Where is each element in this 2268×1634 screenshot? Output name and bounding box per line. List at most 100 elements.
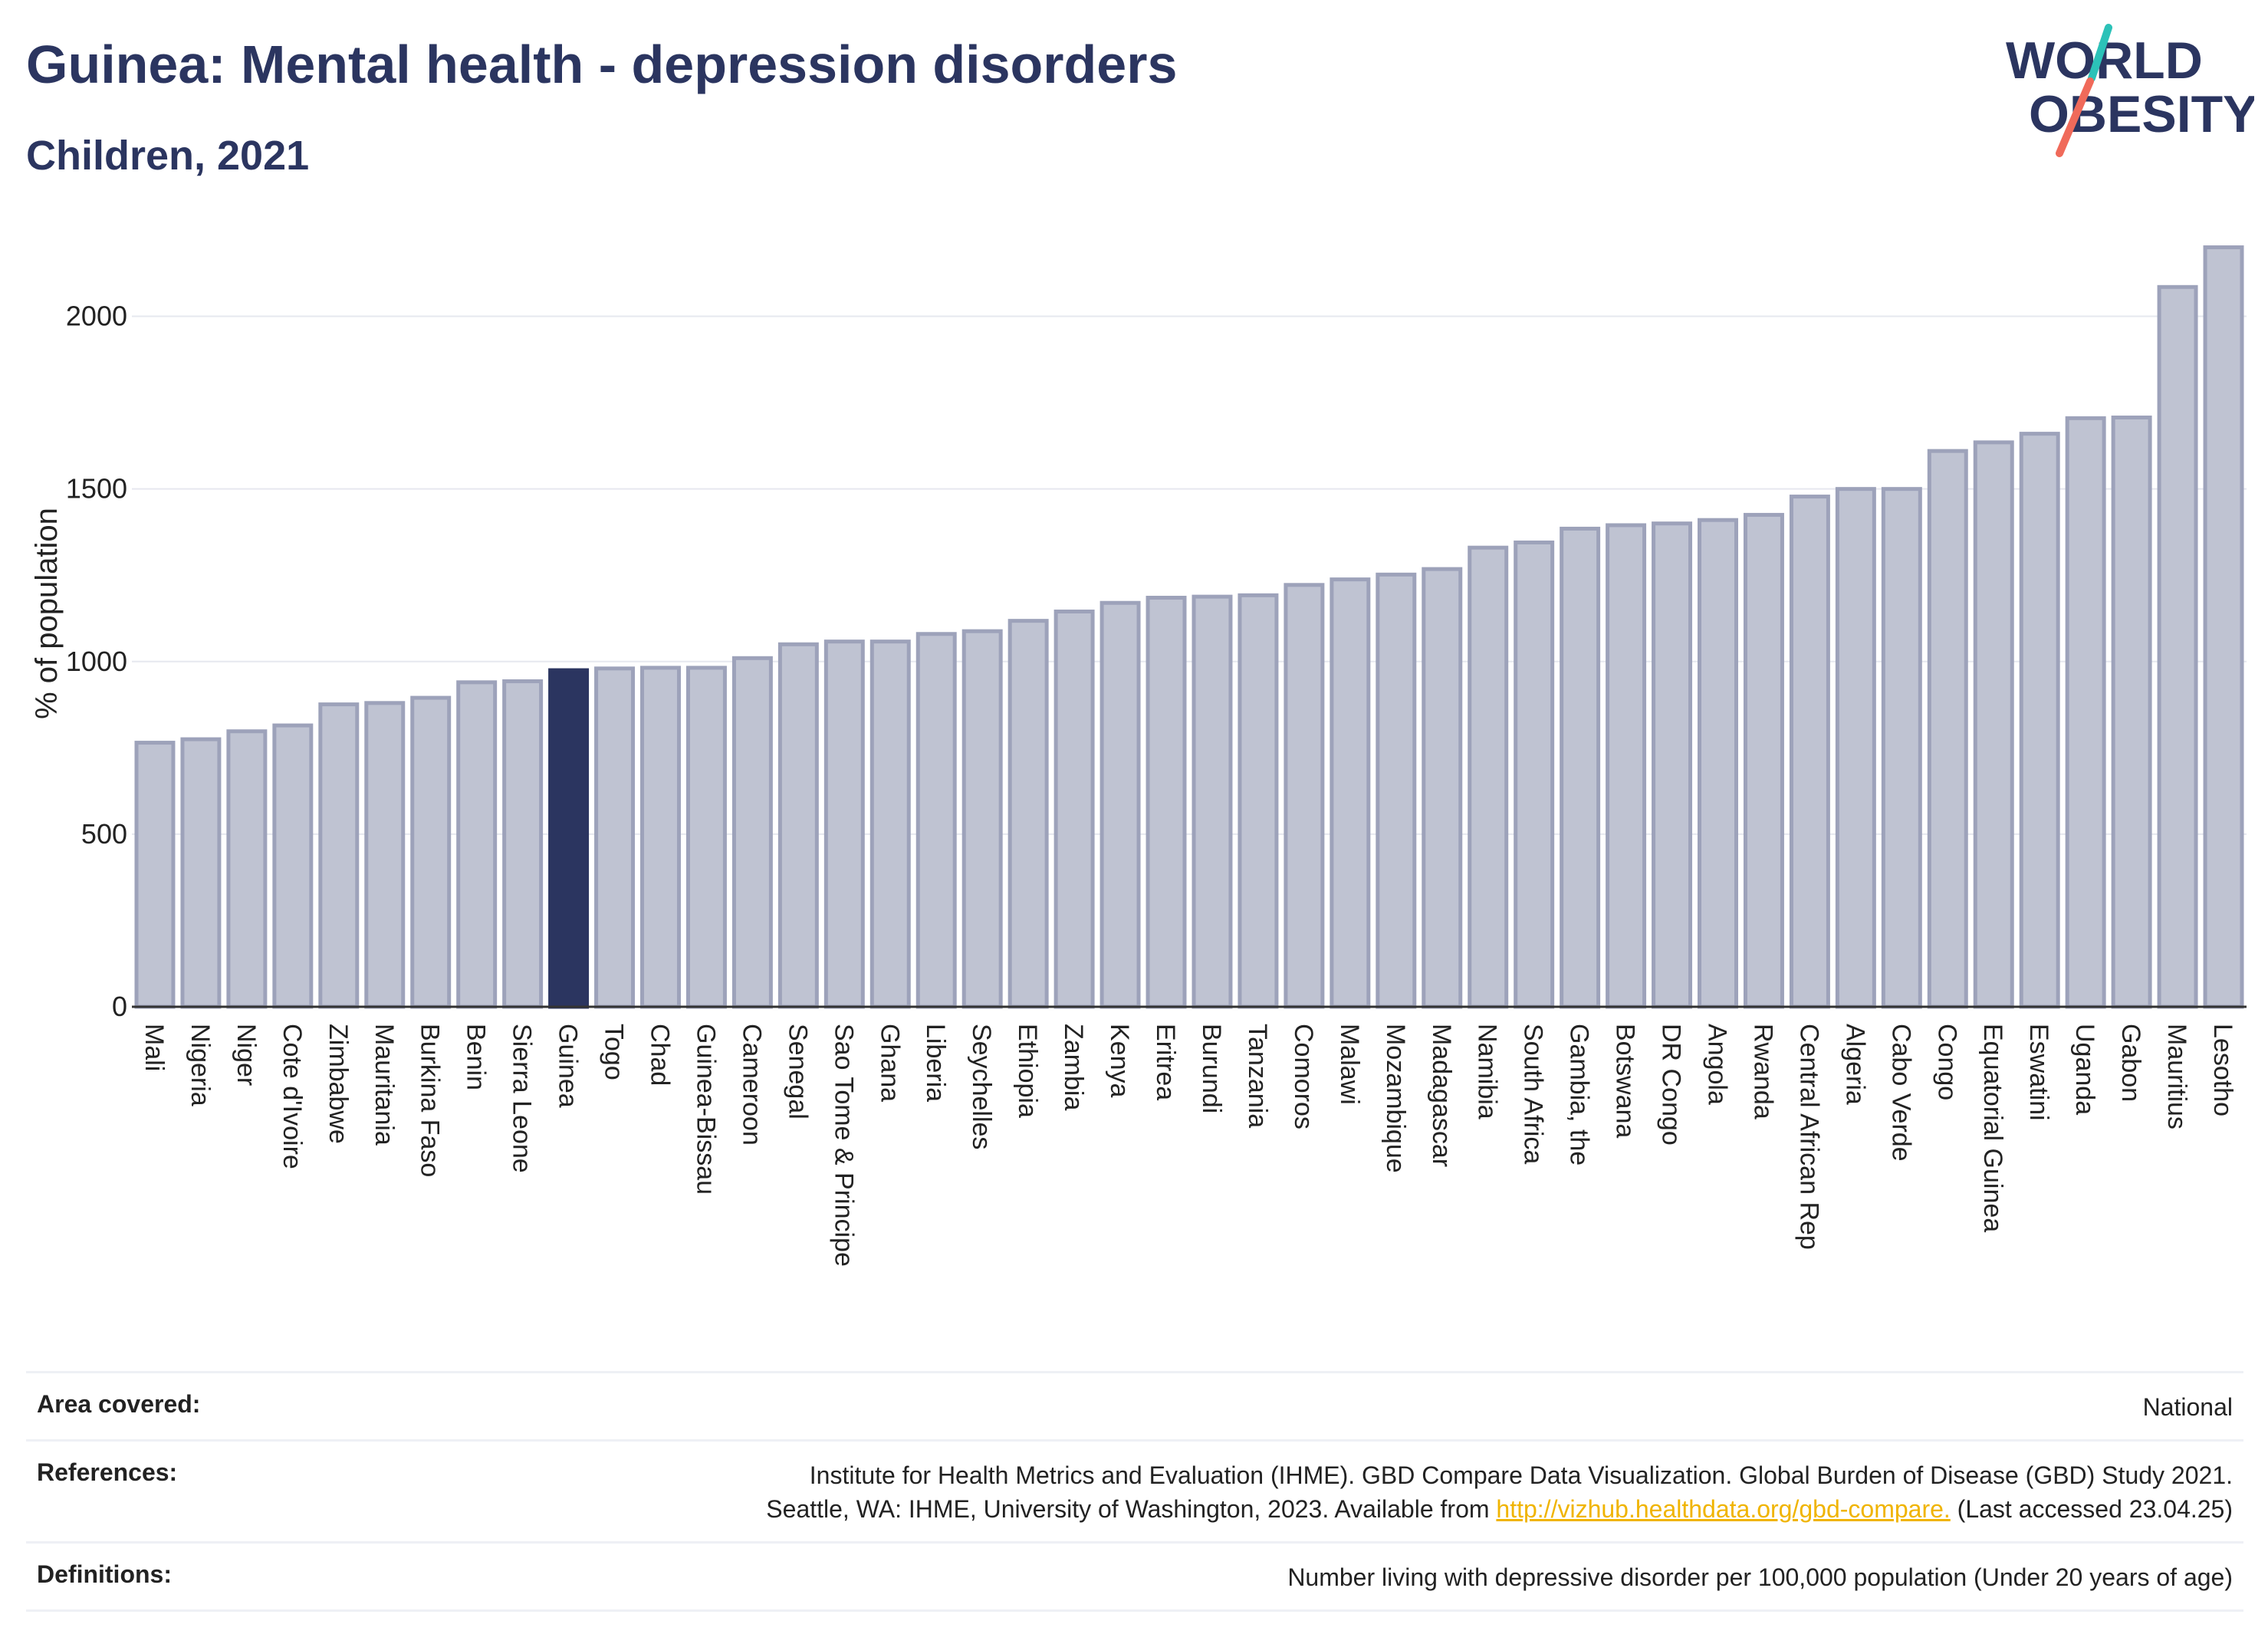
x-tick-label: Guinea xyxy=(554,1024,583,1108)
bar-ghana xyxy=(869,639,911,1009)
bars xyxy=(134,245,2244,1009)
bar-madagascar xyxy=(1422,567,1463,1009)
y-tick-label: 1000 xyxy=(66,646,127,677)
y-axis-label: % of population xyxy=(30,508,64,719)
bar-congo xyxy=(1927,449,1968,1009)
bar-namibia xyxy=(1468,545,1509,1009)
x-tick-label: Equatorial Guinea xyxy=(1978,1024,2007,1232)
bar-guinea xyxy=(548,668,590,1009)
logo-slash-teal xyxy=(2088,24,2112,82)
references-line2-pre: Seattle, WA: IHME, University of Washing… xyxy=(766,1495,1497,1523)
references-label: References: xyxy=(37,1458,178,1486)
bar-algeria xyxy=(1835,487,1876,1009)
bar-ethiopia xyxy=(1007,619,1049,1009)
x-tick-label: Lesotho xyxy=(2208,1024,2237,1116)
x-tick-label: Cameroon xyxy=(737,1024,766,1146)
bar-cameroon xyxy=(731,656,773,1009)
x-tick-label: Ghana xyxy=(875,1024,904,1102)
x-tick-label: Sierra Leone xyxy=(508,1024,537,1173)
bar-gabon xyxy=(2111,415,2152,1009)
x-tick-label: Angola xyxy=(1703,1024,1732,1105)
bar-cabo-verde xyxy=(1881,487,1922,1009)
bar-burkina-faso xyxy=(410,695,452,1009)
bar-sao-tome-principe xyxy=(823,639,865,1009)
references-line1: Institute for Health Metrics and Evaluat… xyxy=(809,1461,2233,1489)
x-tick-label: Madagascar xyxy=(1427,1024,1456,1167)
bar-guinea-bissau xyxy=(685,666,727,1009)
y-tick-label: 0 xyxy=(112,991,127,1022)
x-tick-label: Botswana xyxy=(1611,1024,1640,1138)
x-tick-label: Cote d'Ivoire xyxy=(278,1024,307,1169)
x-tick-label: Sao Tome & Principe xyxy=(829,1024,858,1267)
x-tick-label: Chad xyxy=(646,1024,675,1086)
y-tick-labels: 0 500 1000 1500 2000 xyxy=(66,301,127,1022)
bar-senegal xyxy=(777,642,819,1009)
x-tick-label: Mozambique xyxy=(1381,1024,1410,1173)
y-tick-label: 500 xyxy=(81,818,127,850)
x-tick-labels: Mali Nigeria Niger Cote d'Ivoire Zimbabwe Mau… xyxy=(140,1024,2237,1267)
bar-equatorial-guinea xyxy=(1973,440,2014,1009)
area-label: Area covered: xyxy=(37,1390,201,1418)
x-tick-label: South Africa xyxy=(1519,1024,1548,1164)
bar-botswana xyxy=(1606,523,1647,1009)
x-tick-label: Guinea-Bissau xyxy=(691,1024,720,1195)
references-value: Institute for Health Metrics and Evaluat… xyxy=(766,1458,2233,1526)
x-tick-label: Rwanda xyxy=(1748,1024,1777,1119)
bar-kenya xyxy=(1099,600,1141,1009)
bar-cote-d-ivoire xyxy=(272,723,314,1009)
bar-eswatini xyxy=(2019,432,2060,1009)
x-tick-label: Mauritius xyxy=(2162,1024,2191,1129)
bar-central-african-rep xyxy=(1789,495,1830,1009)
bar-eritrea xyxy=(1146,595,1187,1009)
x-tick-label: Comoros xyxy=(1289,1024,1318,1129)
bar-seychelles xyxy=(961,629,1003,1009)
bar-togo xyxy=(594,666,636,1009)
bar-mozambique xyxy=(1376,572,1417,1009)
y-tick-label: 1500 xyxy=(66,473,127,505)
x-tick-label: Mali xyxy=(140,1024,169,1071)
chart-subtitle: Children, 2021 xyxy=(26,133,310,179)
definitions-value: Number living with depressive disorder p… xyxy=(1287,1563,2233,1591)
bar-south-africa xyxy=(1514,540,1555,1009)
bar-lesotho xyxy=(2203,245,2244,1009)
bar-chart: 0 500 1000 1500 2000 Mali Nigeria Niger Cote d'… xyxy=(30,245,2247,1267)
x-tick-label: Zimbabwe xyxy=(324,1024,353,1144)
bar-burundi xyxy=(1192,594,1233,1009)
x-tick-label: Central African Rep xyxy=(1794,1024,1823,1250)
bar-uganda xyxy=(2065,416,2106,1009)
area-value: National xyxy=(2142,1393,2233,1421)
bar-mauritius xyxy=(2157,284,2198,1009)
x-tick-label: Nigeria xyxy=(186,1024,215,1106)
bar-angola xyxy=(1698,518,1738,1009)
meta-row-definitions: Definitions: Number living with depressi… xyxy=(26,1541,2243,1612)
bar-niger xyxy=(226,729,268,1009)
metadata-table: Area covered: National References: Insti… xyxy=(26,1371,2243,1612)
x-tick-label: Ethiopia xyxy=(1013,1024,1042,1118)
bar-chad xyxy=(640,666,681,1009)
references-link[interactable]: http://vizhub.healthdata.org/gbd-compare… xyxy=(1496,1495,1951,1523)
x-tick-label: Congo xyxy=(1932,1024,1961,1100)
x-tick-label: Gambia, the xyxy=(1565,1024,1594,1165)
bar-benin xyxy=(456,680,498,1009)
x-tick-label: Zambia xyxy=(1059,1024,1088,1110)
bar-zimbabwe xyxy=(318,702,360,1009)
bar-malawi xyxy=(1330,577,1371,1009)
x-tick-label: Tanzania xyxy=(1243,1024,1272,1128)
x-tick-label: Uganda xyxy=(2070,1024,2099,1115)
y-tick-label: 2000 xyxy=(66,301,127,332)
x-tick-label: Liberia xyxy=(921,1024,950,1102)
bar-liberia xyxy=(915,632,957,1009)
x-tick-label: Benin xyxy=(462,1024,491,1090)
logo-slash-coral xyxy=(2056,77,2094,157)
bar-rwanda xyxy=(1743,512,1784,1009)
x-tick-label: DR Congo xyxy=(1657,1024,1686,1146)
bar-sierra-leone xyxy=(502,679,544,1009)
x-tick-label: Burundi xyxy=(1197,1024,1226,1113)
x-tick-label: Seychelles xyxy=(967,1024,996,1149)
x-tick-label: Burkina Faso xyxy=(416,1024,445,1177)
bar-tanzania xyxy=(1238,593,1279,1009)
x-tick-label: Togo xyxy=(600,1024,629,1080)
x-tick-label: Cabo Verde xyxy=(1886,1024,1915,1162)
meta-row-area: Area covered: National xyxy=(26,1371,2243,1439)
x-tick-label: Niger xyxy=(232,1024,261,1086)
